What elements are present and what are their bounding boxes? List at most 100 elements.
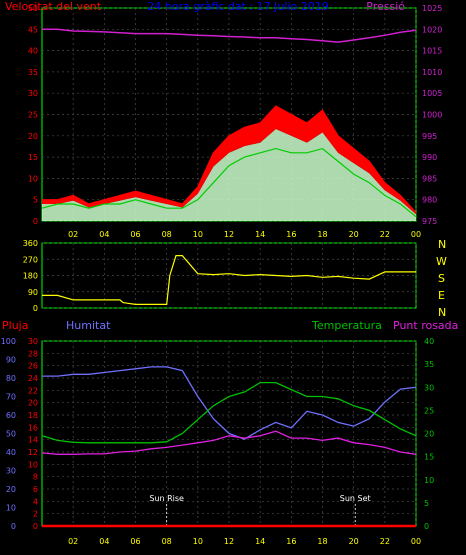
humidity-tick-label: 0 <box>11 522 16 531</box>
rain-axis-label: Pluja <box>2 319 28 332</box>
temperature-tick-label: 10 <box>424 476 434 485</box>
wind-speed-tick-label: 20 <box>28 132 38 141</box>
wind-x-tick-label: 00 <box>411 230 421 239</box>
rain-tick-label: 24 <box>28 374 38 383</box>
rain-tick-label: 26 <box>28 362 38 371</box>
chart-marks: 0510152025303540455097598098599099510001… <box>1 4 443 546</box>
pressure-tick-label: 1000 <box>422 111 442 120</box>
wind-speed-tick-label: 25 <box>28 111 38 120</box>
temperature-tick-label: 30 <box>424 383 434 392</box>
wind-x-tick-label: 02 <box>68 230 78 239</box>
wind-speed-tick-label: 30 <box>28 89 38 98</box>
wind-speed-tick-label: 45 <box>28 25 38 34</box>
pressure-tick-label: 1010 <box>422 68 442 77</box>
wind-speed-tick-label: 10 <box>28 174 38 183</box>
wind-speed-tick-label: 5 <box>33 196 38 205</box>
pressure-tick-label: 980 <box>422 196 437 205</box>
rain-tick-label: 14 <box>28 436 38 445</box>
lower-x-tick-label: 20 <box>349 537 359 546</box>
humidity-tick-label: 90 <box>6 356 16 365</box>
wind-x-tick-label: 18 <box>317 230 327 239</box>
wind-gust-area <box>42 129 416 221</box>
wind-direction-line <box>42 255 416 305</box>
dir-label-e: E <box>438 289 445 302</box>
rain-tick-label: 6 <box>33 485 38 494</box>
sun-event-label: Sun Set <box>340 494 371 503</box>
lower-x-tick-label: 04 <box>99 537 109 546</box>
lower-x-tick-label: 10 <box>193 537 203 546</box>
humidity-tick-label: 70 <box>6 393 16 402</box>
dew-point-axis-label: Punt rosada <box>393 319 458 332</box>
wind-x-tick-label: 08 <box>162 230 172 239</box>
humidity-tick-label: 100 <box>1 337 16 346</box>
lower-x-tick-label: 14 <box>255 537 265 546</box>
temperature-tick-label: 5 <box>424 499 429 508</box>
wind-x-tick-label: 20 <box>349 230 359 239</box>
pressure-line <box>42 28 417 43</box>
pressure-tick-label: 990 <box>422 153 437 162</box>
temperature-tick-label: 25 <box>424 406 434 415</box>
wind-x-tick-label: 12 <box>224 230 234 239</box>
humidity-tick-label: 40 <box>6 448 16 457</box>
dir-label-w: W <box>436 255 447 268</box>
humidity-axis-label: Humitat <box>66 319 111 332</box>
dir-label-s: S <box>438 272 445 285</box>
wind-speed-tick-label: 0 <box>33 217 38 226</box>
lower-x-tick-label: 18 <box>317 537 327 546</box>
wind-x-tick-label: 14 <box>255 230 265 239</box>
rain-tick-label: 2 <box>33 510 38 519</box>
wind-average-line <box>41 147 417 218</box>
wind-speed-axis-label: Velocitat del vent <box>5 0 102 13</box>
rain-tick-label: 28 <box>28 349 38 358</box>
lower-x-tick-label: 16 <box>286 537 296 546</box>
direction-labels: N W S E N <box>436 238 447 319</box>
rain-tick-label: 16 <box>28 423 38 432</box>
pressure-axis-label: Pressió <box>366 0 405 13</box>
rain-tick-label: 0 <box>33 522 38 531</box>
humidity-line <box>42 366 417 440</box>
temperature-tick-label: 35 <box>424 360 434 369</box>
direction-tick-label: 180 <box>23 272 38 281</box>
pressure-tick-label: 1005 <box>422 89 442 98</box>
lower-x-tick-label: 22 <box>380 537 390 546</box>
rain-tick-label: 4 <box>33 497 38 506</box>
pressure-tick-label: 975 <box>422 217 437 226</box>
chart-title: 24 hora gràfic dat : 17 Julio 2019 <box>147 0 328 13</box>
lower-x-tick-label: 06 <box>130 537 140 546</box>
temperature-tick-label: 20 <box>424 430 434 439</box>
wind-x-tick-label: 16 <box>286 230 296 239</box>
dir-label-n-bottom: N <box>438 306 446 319</box>
temperature-axis-label: Temperatura <box>311 319 382 332</box>
pressure-tick-label: 1025 <box>422 4 442 13</box>
wind-speed-tick-label: 35 <box>28 68 38 77</box>
rain-tick-label: 30 <box>28 337 38 346</box>
dew-point-line <box>41 430 417 455</box>
lower-x-tick-label: 12 <box>224 537 234 546</box>
pressure-tick-label: 995 <box>422 132 437 141</box>
humidity-tick-label: 10 <box>6 504 16 513</box>
rain-tick-label: 18 <box>28 411 38 420</box>
humidity-tick-label: 50 <box>6 430 16 439</box>
temperature-tick-label: 15 <box>424 453 434 462</box>
sun-event-label: Sun Rise <box>149 494 184 503</box>
humidity-tick-label: 60 <box>6 411 16 420</box>
pressure-tick-label: 1020 <box>422 25 442 34</box>
wind-x-tick-label: 06 <box>130 230 140 239</box>
direction-tick-label: 270 <box>23 255 38 264</box>
wind-speed-tick-label: 50 <box>28 4 38 13</box>
direction-tick-label: 90 <box>28 288 38 297</box>
humidity-tick-label: 80 <box>6 374 16 383</box>
rain-tick-label: 22 <box>28 386 38 395</box>
humidity-tick-label: 30 <box>6 467 16 476</box>
wind-x-tick-label: 22 <box>380 230 390 239</box>
lower-x-tick-label: 00 <box>411 537 421 546</box>
pressure-tick-label: 1015 <box>422 47 442 56</box>
temperature-line <box>41 381 417 444</box>
wind-speed-tick-label: 15 <box>28 153 38 162</box>
lower-x-tick-label: 02 <box>68 537 78 546</box>
temperature-tick-label: 40 <box>424 337 434 346</box>
direction-tick-label: 360 <box>23 239 38 248</box>
rain-tick-label: 10 <box>28 460 38 469</box>
